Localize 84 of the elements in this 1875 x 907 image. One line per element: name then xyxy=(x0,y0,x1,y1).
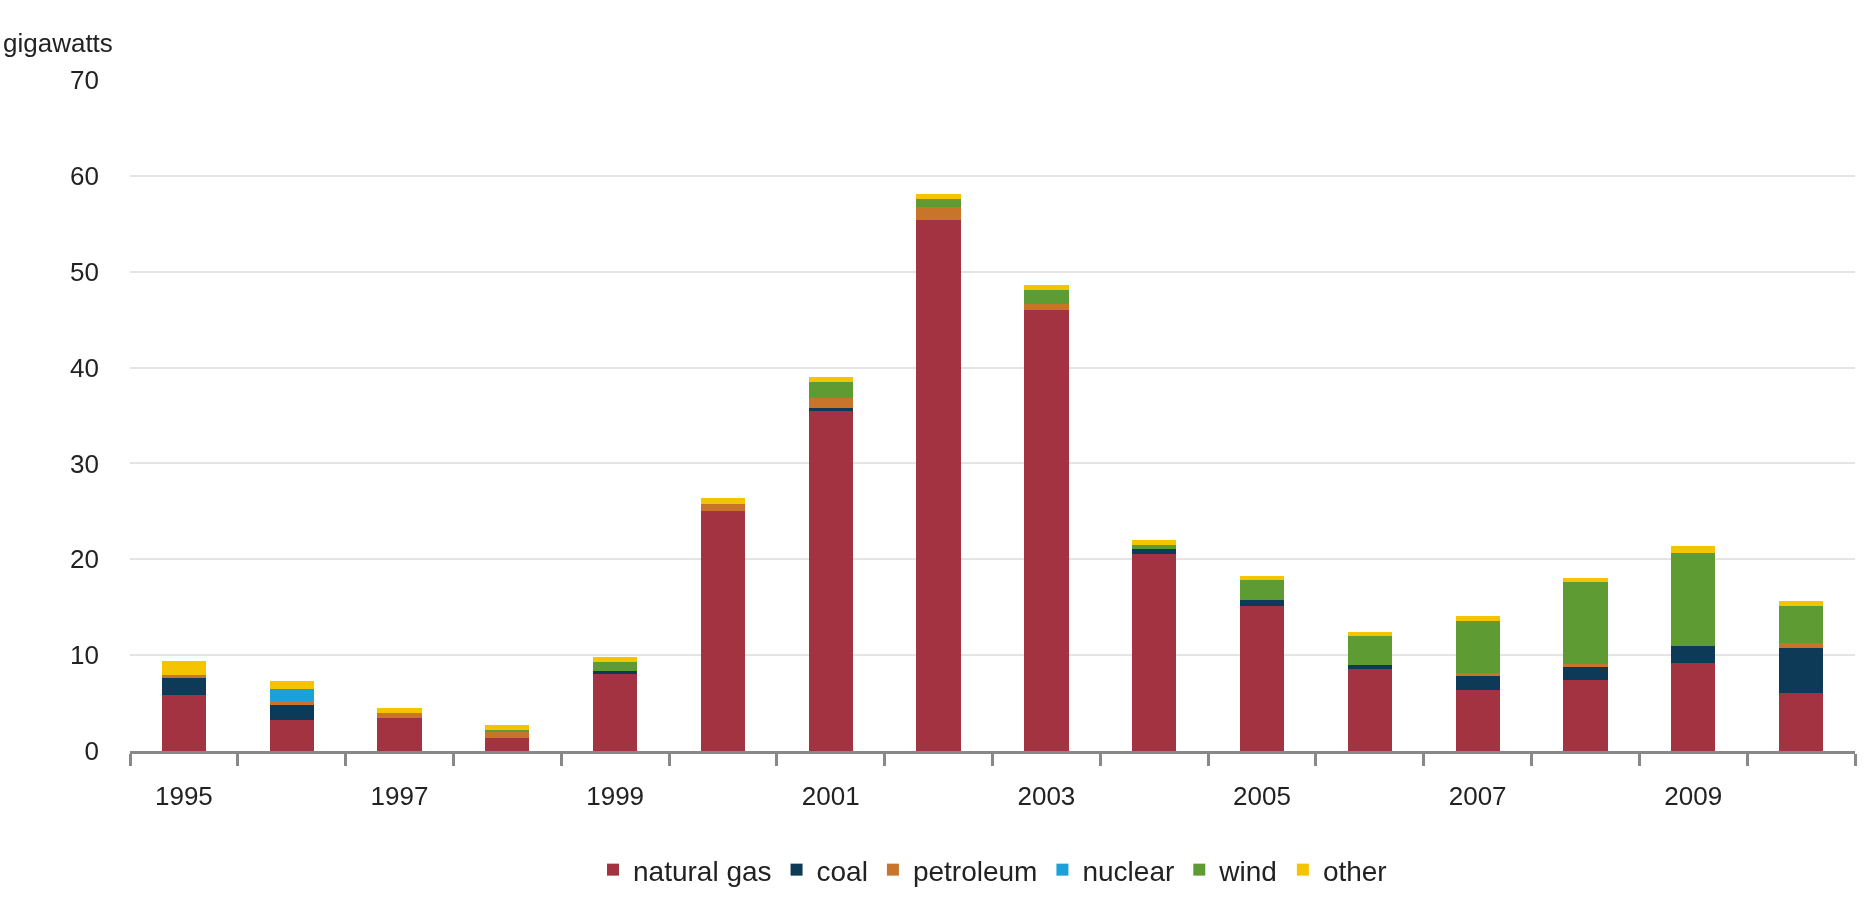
bar xyxy=(1778,601,1824,607)
bar xyxy=(593,674,638,751)
bar xyxy=(1239,580,1285,600)
bar xyxy=(808,377,853,382)
legend-label: other xyxy=(1322,855,1387,887)
y-tick-label: 60 xyxy=(70,160,99,191)
bar xyxy=(1455,689,1500,751)
bar xyxy=(1671,662,1716,751)
y-tick-label: 10 xyxy=(70,640,99,671)
bar xyxy=(269,688,314,702)
bar xyxy=(485,725,530,730)
bar xyxy=(1024,289,1069,305)
bar xyxy=(269,681,314,689)
bar xyxy=(485,731,530,738)
bar xyxy=(1671,545,1716,553)
bar xyxy=(1455,620,1500,674)
bar xyxy=(916,219,961,751)
bar xyxy=(1778,606,1824,643)
bar xyxy=(1239,606,1285,751)
x-tick-label: 2005 xyxy=(1233,781,1291,812)
legend-label: nuclear xyxy=(1082,855,1175,887)
bar xyxy=(269,701,314,705)
bar xyxy=(377,707,422,713)
x-tick-label: 2003 xyxy=(1017,781,1076,812)
bar xyxy=(916,207,961,220)
bar xyxy=(1132,540,1177,545)
legend-label: coal xyxy=(816,855,868,887)
y-tick-label: 20 xyxy=(70,544,99,575)
y-tick-label: 0 xyxy=(84,736,99,767)
bar xyxy=(700,511,746,751)
bar xyxy=(377,718,422,751)
bar xyxy=(1024,310,1069,751)
bar xyxy=(1563,680,1608,751)
bar xyxy=(1671,552,1716,646)
bar xyxy=(593,661,638,672)
x-tick-label: 2007 xyxy=(1448,781,1507,812)
bar xyxy=(1455,673,1500,676)
bar xyxy=(1024,285,1069,290)
y-tick-label: 30 xyxy=(70,448,99,479)
bar xyxy=(161,660,207,676)
bar xyxy=(808,398,853,408)
bar xyxy=(1347,635,1392,665)
bar xyxy=(916,198,961,208)
bar xyxy=(808,381,853,399)
x-tick-label: 2001 xyxy=(801,781,860,812)
y-tick-label: 70 xyxy=(70,65,99,96)
bar xyxy=(1347,664,1392,669)
y-tick-label: 50 xyxy=(70,256,99,287)
x-tick-label: 1999 xyxy=(586,781,645,812)
bar xyxy=(1778,692,1824,751)
y-tick-label: 40 xyxy=(70,352,99,383)
bar xyxy=(1671,645,1716,663)
bar xyxy=(485,729,530,732)
bar xyxy=(700,497,746,504)
x-tick-label: 2009 xyxy=(1664,781,1723,812)
legend-label: natural gas xyxy=(633,855,772,887)
bar xyxy=(700,503,746,512)
bar xyxy=(1563,663,1608,667)
bar xyxy=(1132,544,1177,549)
bar xyxy=(1778,648,1824,693)
bar xyxy=(485,737,530,751)
x-tick-label: 1995 xyxy=(154,781,213,812)
bar xyxy=(1132,554,1177,751)
x-tick-label: 1997 xyxy=(370,781,429,812)
bar xyxy=(161,678,207,696)
bar xyxy=(1455,615,1500,621)
bar xyxy=(593,671,638,675)
legend-label: petroleum xyxy=(912,855,1038,887)
bar xyxy=(1455,675,1500,690)
bar xyxy=(1563,582,1608,664)
bar xyxy=(1347,668,1392,751)
bar xyxy=(269,704,314,721)
bar xyxy=(593,657,638,662)
bar xyxy=(1024,304,1069,311)
bar xyxy=(1563,666,1608,681)
bar xyxy=(916,194,961,199)
bar xyxy=(808,410,853,751)
bar xyxy=(808,407,853,411)
bar xyxy=(269,720,314,751)
y-axis-title: gigawatts xyxy=(3,28,113,58)
bar xyxy=(161,675,207,679)
legend-label: wind xyxy=(1218,855,1277,887)
bar xyxy=(161,695,207,751)
bar xyxy=(1347,632,1392,636)
